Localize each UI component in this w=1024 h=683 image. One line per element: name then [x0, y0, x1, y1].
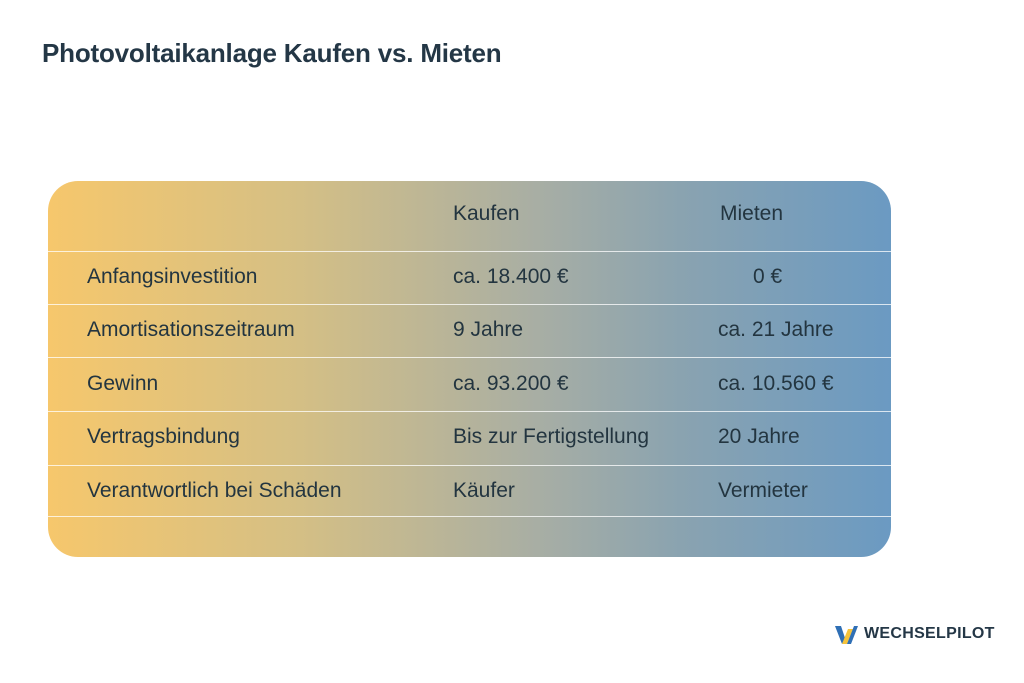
- row-divider: [48, 357, 891, 358]
- logo-text: WECHSELPILOT: [864, 625, 995, 642]
- row-divider: [48, 465, 891, 466]
- wechselpilot-logo-icon: [835, 626, 858, 644]
- wechselpilot-logo: WECHSELPILOT: [834, 622, 995, 646]
- mieten-value: 0 €: [753, 265, 783, 288]
- kaufen-value: Bis zur Fertigstellung: [453, 425, 650, 448]
- row-label: Amortisationszeitraum: [87, 318, 295, 341]
- mieten-value: Vermieter: [718, 479, 808, 502]
- row-divider: [48, 516, 891, 517]
- kaufen-value: 9 Jahre: [453, 318, 524, 341]
- mieten-value: 20 Jahre: [718, 425, 800, 448]
- comparison-table: Kaufen Mieten Anfangsinvestition ca. 18.…: [48, 181, 891, 557]
- kaufen-value: ca. 18.400 €: [453, 265, 569, 288]
- kaufen-value: ca. 93.200 €: [453, 372, 569, 395]
- mieten-value: ca. 10.560 €: [718, 372, 834, 395]
- row-divider: [48, 304, 891, 305]
- column-header-mieten: Mieten: [720, 202, 784, 225]
- column-header-kaufen: Kaufen: [453, 202, 520, 225]
- row-label: Verantwortlich bei Schäden: [87, 479, 342, 502]
- page-title: Photovoltaikanlage Kaufen vs. Mieten: [42, 38, 502, 68]
- row-divider: [48, 251, 891, 252]
- row-label: Anfangsinvestition: [87, 265, 258, 288]
- mieten-value: ca. 21 Jahre: [718, 318, 834, 341]
- row-label: Gewinn: [87, 372, 159, 395]
- kaufen-value: Käufer: [453, 479, 515, 502]
- row-divider: [48, 411, 891, 412]
- row-label: Vertragsbindung: [87, 425, 240, 448]
